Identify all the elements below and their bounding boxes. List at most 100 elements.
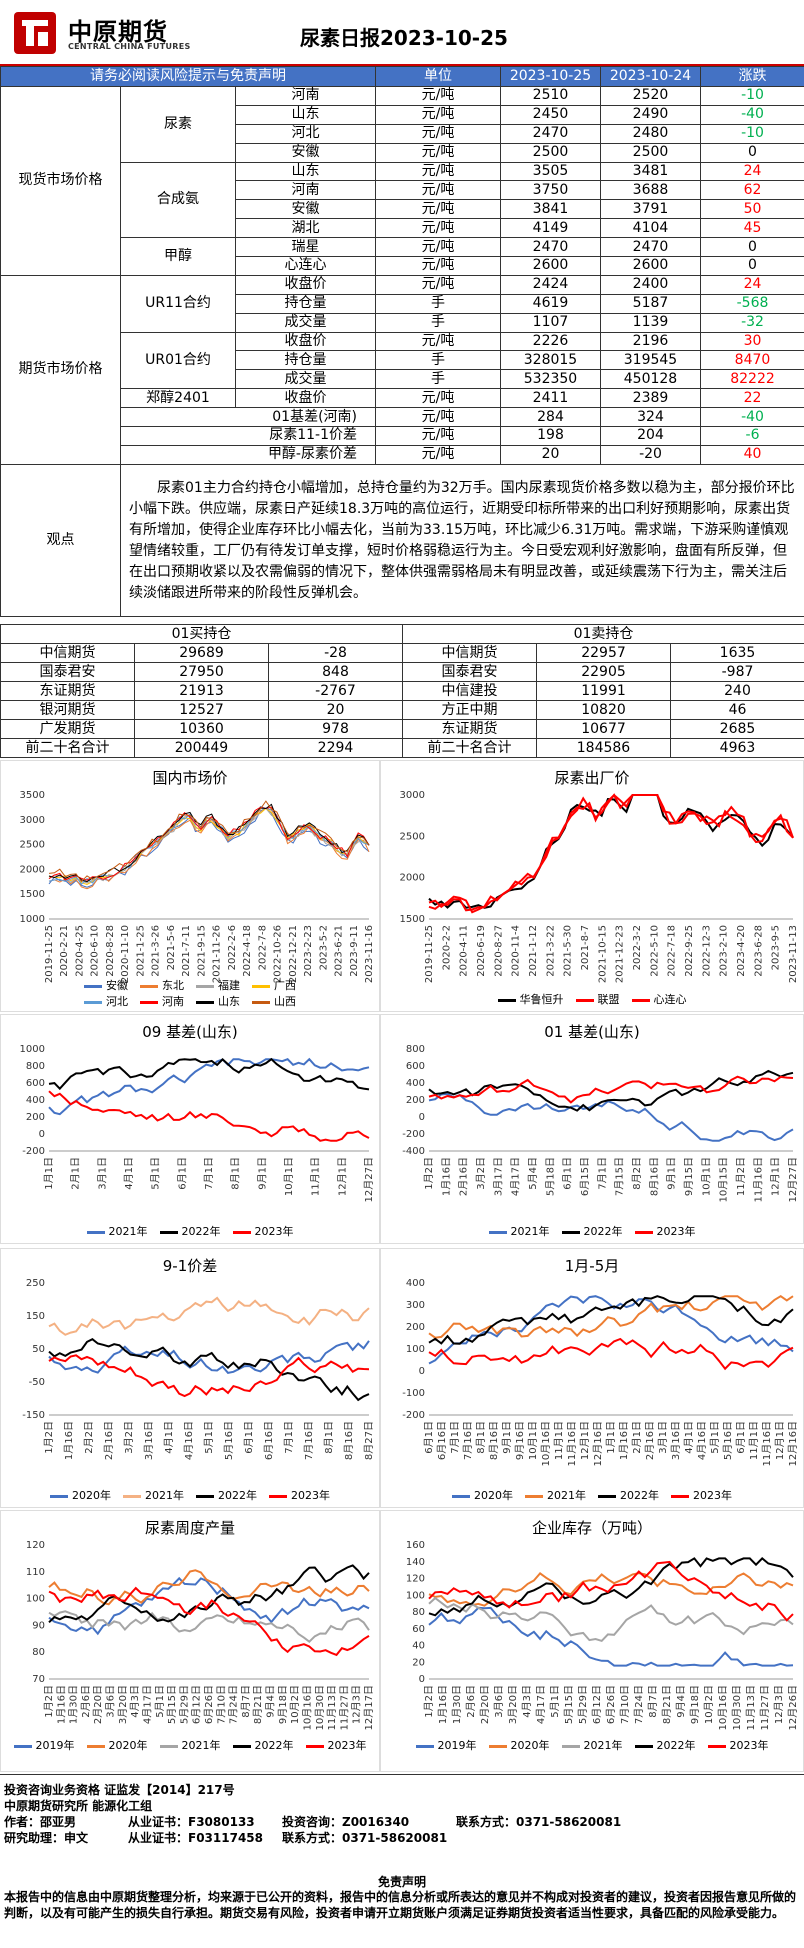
contract-label: UR01合约	[120, 331, 236, 390]
y-tick-label: 200	[406, 1322, 425, 1333]
futures-row: 期货市场价格 UR11合约 收盘价 元/吨 2424 2400 24	[0, 274, 804, 465]
legend-item: 2023年	[305, 1737, 367, 1753]
x-tick-label: 6月16日	[263, 1421, 275, 1460]
position-row: 中信期货 29689 -28 中信期货 22957 1635	[0, 643, 804, 663]
y-tick-label: 2000	[400, 873, 425, 884]
x-tick-label: 2023-6-21	[334, 925, 345, 977]
legend-item: 2021年	[86, 1223, 148, 1239]
y-tick-label: 0	[419, 1674, 425, 1685]
legend-item: 安徽	[84, 977, 128, 993]
row-unit: 元/吨	[375, 199, 501, 220]
x-tick-label: 1月2日	[423, 1157, 435, 1190]
chart-title: 09 基差(山东)	[142, 1023, 238, 1041]
row-value-prev: 319545	[600, 350, 701, 371]
row-value-prev: 2500	[600, 142, 701, 163]
legend-item: 2021年	[123, 1487, 184, 1503]
row-value-today: 1107	[500, 312, 601, 333]
x-tick-label: 1月16日	[63, 1421, 75, 1460]
legend-item: 2021年	[159, 1737, 221, 1753]
legend-swatch	[488, 1230, 507, 1234]
x-tick-label: 8月1日	[323, 1421, 335, 1454]
long-volume: 10360	[134, 719, 269, 739]
y-tick-label: 70	[32, 1674, 45, 1685]
x-tick-label: 2023-4-20	[736, 925, 747, 977]
x-tick-label: 9月1日	[501, 1421, 513, 1454]
x-tick-label: 11月1日	[310, 1157, 322, 1196]
series-line	[428, 1337, 794, 1371]
y-tick-label: -50	[29, 1377, 45, 1388]
futures-row: 成交量手 532350 450128 82222	[1, 369, 804, 390]
position-row: 国泰君安 27950 848 国泰君安 22905 -987	[0, 662, 804, 682]
x-tick-label: 5月16日	[722, 1421, 734, 1460]
x-tick-label: 2022-9-25	[684, 925, 695, 977]
row-unit: 元/吨	[375, 388, 501, 409]
y-tick-label: 300	[406, 1300, 425, 1311]
legend-swatch	[232, 1230, 251, 1234]
chart-basis01: 01 基差(山东) 800 600 400 200 0 -200 -400 1月2日 1月16日 2…	[380, 1014, 804, 1244]
row-value-today: 2510	[500, 86, 601, 106]
row-unit: 元/吨	[375, 161, 501, 182]
x-tick-label: 8月16日	[488, 1421, 500, 1460]
row-name: 湖北	[235, 218, 376, 239]
legend-swatch	[598, 1494, 616, 1498]
short-broker: 前二十名合计	[402, 738, 537, 758]
legend-swatch	[269, 1494, 287, 1498]
outlook-row: 观点 尿素01主力合约持仓小幅增加，总持仓量约为32万手。国内尿素现货价格多数以…	[0, 463, 804, 617]
x-tick-label: 11月16日	[566, 1421, 578, 1466]
legend-swatch	[497, 998, 516, 1002]
logo-text-cn: 中原期货	[68, 18, 168, 46]
row-value-today: 3750	[500, 180, 601, 201]
legend-label: 2023年	[693, 1489, 732, 1502]
row-change: 50	[700, 199, 804, 220]
legend-label: 2020年	[474, 1489, 513, 1502]
y-tick-label: 1500	[20, 889, 45, 900]
legend-label: 河南	[162, 995, 184, 1008]
row-unit: 手	[375, 350, 501, 371]
x-tick-label: 4月1日	[123, 1157, 135, 1190]
legend-label: 2022年	[218, 1489, 257, 1502]
long-broker: 前二十名合计	[0, 738, 135, 758]
legend-swatch	[13, 1744, 32, 1748]
x-tick-label: 2021-10-15	[597, 925, 608, 983]
x-tick-label: 2020-8-28	[105, 925, 116, 977]
x-tick-label: 2022-4-18	[242, 925, 253, 977]
series-line	[428, 1295, 794, 1339]
row-name: 河南	[235, 86, 376, 106]
spread-row: 甲醇-尿素价差 元/吨 20 -20 40	[1, 444, 804, 465]
risk-notice: 请务必阅读风险提示与免责声明	[0, 66, 376, 87]
legend-label: 山西	[274, 995, 296, 1008]
legend-swatch	[575, 998, 594, 1002]
row-change: 30	[700, 331, 804, 352]
row-value-prev: 3791	[600, 199, 701, 220]
y-tick-label: -400	[402, 1146, 425, 1157]
y-tick-label: 80	[412, 1607, 425, 1618]
x-tick-label: 3月6日	[493, 1685, 505, 1718]
legend-swatch	[159, 1230, 178, 1234]
chart-legend: 2020年 2021年 2022年 2023年	[381, 1487, 803, 1503]
x-tick-label: 2022-7-18	[667, 925, 678, 977]
x-tick-label: 5月29日	[178, 1685, 190, 1724]
x-tick-label: 8月16日	[343, 1421, 355, 1460]
series-line	[428, 1069, 794, 1112]
x-tick-label: 6月1日	[735, 1421, 747, 1454]
legend-swatch	[415, 1744, 434, 1748]
legend-label: 2023年	[254, 1225, 294, 1238]
row-unit: 元/吨	[375, 86, 501, 106]
x-tick-label: 5月4日	[527, 1157, 539, 1190]
table-header-row: 请务必阅读风险提示与免责声明 单位 2023-10-25 2023-10-24 …	[0, 66, 804, 87]
spot-row: 心连心 元/吨 2600 2600 0	[1, 256, 804, 276]
x-tick-label: 11月16日	[752, 1157, 764, 1202]
x-tick-label: 2023-9-5	[771, 925, 782, 970]
short-broker: 国泰君安	[402, 662, 537, 682]
row-value-today: 532350	[500, 369, 601, 390]
x-tick-label: 2023-5-2	[318, 925, 329, 970]
y-tick-label: 1500	[400, 914, 425, 925]
x-tick-label: 10月1日	[527, 1421, 539, 1460]
row-value-prev: 2520	[600, 86, 701, 106]
spread-row: 尿素11-1价差 元/吨 198 204 -6	[1, 426, 804, 446]
x-tick-label: 11月13日	[326, 1685, 338, 1730]
series-line	[48, 806, 370, 881]
spot-row: 河北 元/吨 2470 2480 -10	[1, 123, 804, 144]
legend-item: 福建	[196, 977, 240, 993]
spot-row: 现货市场价格 尿素 河南 元/吨 2510 2520 -10	[0, 86, 804, 276]
